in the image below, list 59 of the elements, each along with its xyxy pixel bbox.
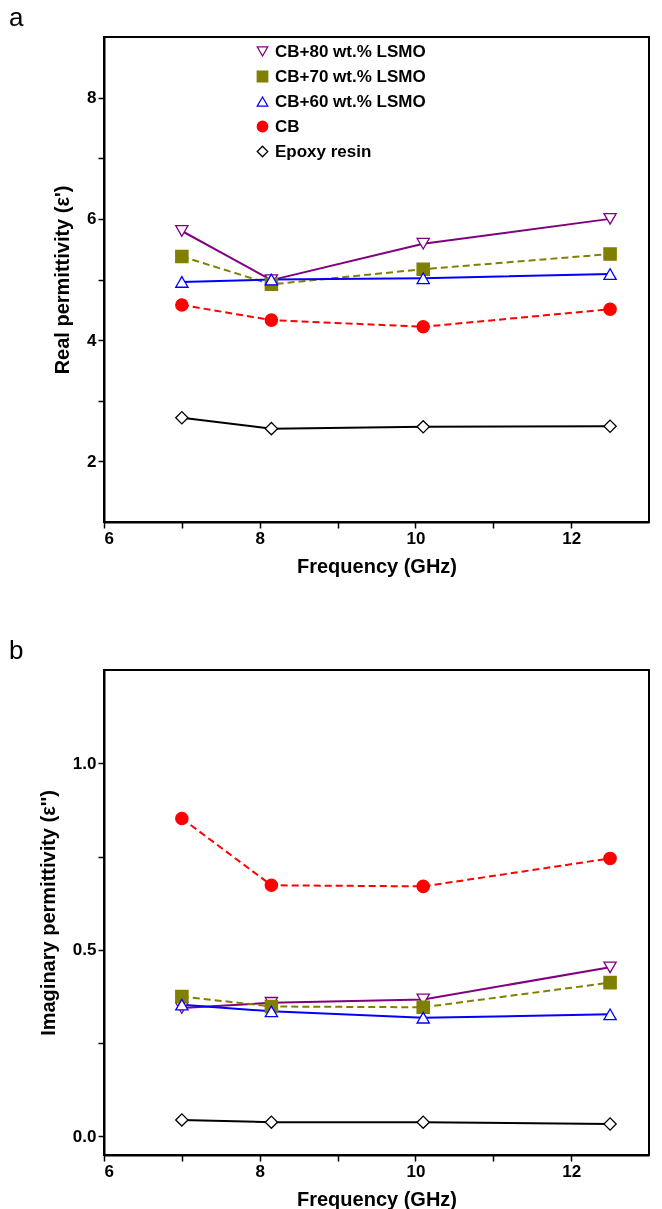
point (416, 1115, 430, 1129)
y-tick-label: 1.0 (72, 753, 97, 773)
x-tick-label: 8 (255, 528, 265, 548)
point (175, 811, 189, 826)
legend-label: CB+70 wt.% LSMO (275, 66, 426, 86)
x-tick-label: 6 (104, 528, 114, 548)
point (175, 298, 189, 312)
point (264, 878, 279, 893)
point (416, 420, 430, 434)
y-tick-label: 0.0 (72, 1126, 97, 1146)
point (175, 410, 189, 425)
legend-label: Epoxy resin (275, 141, 372, 161)
point (416, 1000, 430, 1015)
point (603, 268, 617, 280)
point (416, 1011, 430, 1024)
point (603, 302, 617, 316)
x-tick-label: 8 (255, 1161, 265, 1181)
y-tick-label: 4 (87, 330, 98, 350)
point (416, 262, 430, 276)
chart-title: b (9, 635, 24, 665)
point (603, 1117, 617, 1131)
y-axis-title: Imaginary permittivity (ε'') (36, 790, 59, 1036)
point (175, 998, 189, 1011)
point (264, 313, 279, 327)
y-tick-label: 8 (87, 88, 97, 108)
y-tick-label: 6 (87, 209, 97, 229)
point (416, 272, 430, 285)
point (603, 247, 617, 261)
point (264, 421, 279, 436)
point (175, 275, 189, 288)
x-tick-label: 10 (406, 528, 426, 548)
point (603, 975, 617, 990)
legend-label: CB+60 wt.% LSMO (275, 91, 426, 111)
y-tick-label: 0.5 (72, 940, 97, 960)
point (416, 879, 430, 894)
x-tick-label: 12 (562, 528, 582, 548)
x-axis-title: Frequency (GHz) (296, 1187, 458, 1209)
x-axis-title: Frequency (GHz) (296, 554, 458, 577)
point (175, 1113, 189, 1127)
legend-label: CB (275, 116, 300, 136)
x-tick-label: 6 (104, 1161, 114, 1181)
legend-label: CB+80 wt.% LSMO (275, 41, 426, 61)
point (603, 1008, 617, 1021)
point (175, 249, 189, 264)
y-tick-label: 2 (87, 451, 97, 471)
point (175, 989, 189, 1004)
point (175, 225, 189, 237)
x-tick-label: 12 (562, 1161, 582, 1181)
point (264, 1005, 279, 1018)
point (264, 1115, 279, 1129)
point (416, 237, 430, 250)
point (603, 419, 617, 433)
point (603, 212, 617, 225)
point (603, 961, 617, 974)
point (416, 320, 430, 334)
chart-title: a (9, 2, 24, 32)
x-tick-label: 10 (406, 1161, 426, 1181)
point (603, 851, 617, 866)
y-axis-title: Real permittivity (ε') (51, 185, 74, 375)
